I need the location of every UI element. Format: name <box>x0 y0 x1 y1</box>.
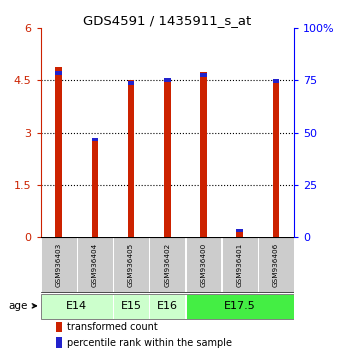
Text: transformed count: transformed count <box>67 322 158 332</box>
Bar <box>237 229 243 237</box>
Text: GSM936400: GSM936400 <box>200 242 207 287</box>
Bar <box>149 294 185 319</box>
Text: GSM936401: GSM936401 <box>237 242 243 287</box>
Text: E16: E16 <box>157 301 178 311</box>
Bar <box>128 80 134 237</box>
Bar <box>200 73 207 77</box>
Text: GSM936404: GSM936404 <box>92 242 98 287</box>
Bar <box>200 73 207 237</box>
Bar <box>186 294 294 319</box>
Title: GDS4591 / 1435911_s_at: GDS4591 / 1435911_s_at <box>83 14 251 27</box>
Bar <box>56 337 62 348</box>
Text: E14: E14 <box>66 301 87 311</box>
Text: E17.5: E17.5 <box>224 301 256 311</box>
Text: GSM936403: GSM936403 <box>56 242 62 287</box>
Text: E15: E15 <box>121 301 142 311</box>
Bar <box>92 138 98 237</box>
Bar <box>164 78 171 81</box>
Bar <box>186 238 221 292</box>
Bar <box>128 81 134 85</box>
Bar <box>77 238 113 292</box>
Bar <box>41 238 77 292</box>
Bar <box>55 71 62 75</box>
Bar <box>164 78 171 237</box>
Bar <box>55 67 62 237</box>
Bar <box>113 238 149 292</box>
Bar <box>41 294 113 319</box>
Bar <box>56 322 62 332</box>
Bar <box>273 79 279 82</box>
Bar <box>258 238 294 292</box>
Text: GSM936402: GSM936402 <box>164 242 170 287</box>
Bar <box>273 79 279 237</box>
Text: GSM936405: GSM936405 <box>128 242 134 287</box>
Bar <box>113 294 149 319</box>
Text: age: age <box>8 301 37 311</box>
Text: GSM936406: GSM936406 <box>273 242 279 287</box>
Bar <box>149 238 185 292</box>
Bar <box>92 138 98 141</box>
Bar <box>237 229 243 232</box>
Bar <box>222 238 258 292</box>
Text: percentile rank within the sample: percentile rank within the sample <box>67 338 232 348</box>
